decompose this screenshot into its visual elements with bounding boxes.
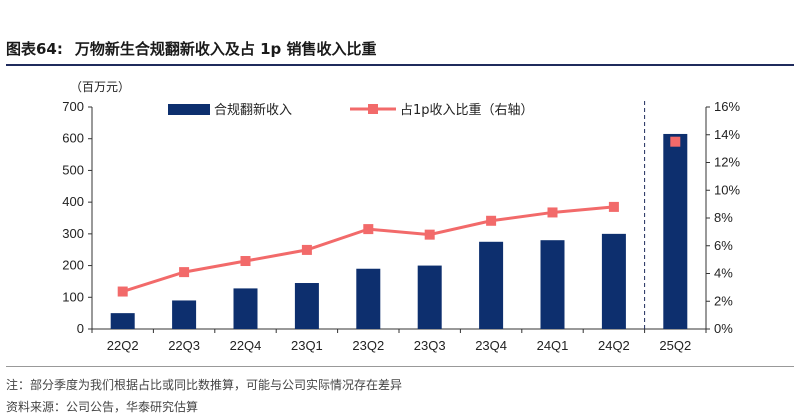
right-tick-label: 16% [714,99,740,114]
share-point-marker [240,256,251,267]
right-tick-label: 2% [714,293,733,308]
share-point-marker [670,136,681,147]
share-line-series [117,136,681,297]
legend-bar-label: 合规翻新收入 [214,102,292,118]
revenue-bar [356,268,381,329]
right-tick-label: 6% [714,238,733,253]
figure-title-row: 图表64: 万物新生合规翻新收入及占 1p 销售收入比重 [6,38,377,60]
legend-line-marker [368,104,378,114]
figure-label: 图表64: [6,40,63,58]
left-tick-label: 0 [77,321,84,336]
left-tick-label: 100 [62,289,84,304]
left-tick-label: 500 [62,162,84,177]
x-tick-label: 24Q1 [537,338,569,353]
revenue-bar [233,288,258,329]
right-tick-label: 0% [714,321,733,336]
revenue-bar [172,300,197,329]
x-tick-label: 23Q1 [291,338,323,353]
right-tick-label: 8% [714,210,733,225]
left-axis-unit-label: （百万元） [70,80,130,94]
source-note: 资料来源：公司公告，华泰研究估算 [6,400,199,414]
x-axis-ticks: 22Q2 22Q3 22Q4 23Q1 23Q2 23Q3 23Q4 24Q1 24Q2 25Q2 [91,329,707,353]
right-tick-label: 10% [714,182,740,197]
x-tick-label: 22Q2 [107,338,139,353]
figure-title: 万物新生合规翻新收入及占 1p 销售收入比重 [74,40,377,58]
footer-rule [6,366,794,367]
share-point-marker [608,201,619,212]
right-axis-ticks: 0% 2% 4% 6% 8% 10% 12% 14% 16% [706,99,740,336]
revenue-bar [663,133,688,329]
left-tick-label: 300 [62,226,84,241]
share-point-marker [424,229,435,240]
legend-line-label: 占1p收入比重（右轴） [400,102,534,118]
revenue-bar [417,265,442,329]
share-point-marker [117,286,128,297]
revenue-bar [110,313,135,329]
x-tick-label: 22Q3 [168,338,200,353]
left-tick-label: 600 [62,131,84,146]
right-tick-label: 14% [714,127,740,142]
revenue-bar [601,233,626,329]
x-tick-label: 23Q4 [475,338,507,353]
legend-bar-swatch [168,104,210,115]
left-tick-label: 700 [62,99,84,114]
chart-legend: 合规翻新收入 占1p收入比重（右轴） [168,102,534,118]
revenue-bar [540,240,565,329]
revenue-bar [294,283,319,329]
x-tick-label: 23Q2 [352,338,384,353]
left-axis-ticks: 0 100 200 300 400 500 600 700 [62,99,92,336]
footnote: 注：部分季度为我们根据占比或同比数推算，可能与公司实际情况存在差异 [6,378,403,392]
x-tick-label: 24Q2 [598,338,630,353]
share-point-marker [301,244,312,255]
right-tick-label: 12% [714,155,740,170]
share-point-marker [486,215,497,226]
x-tick-label: 25Q2 [659,338,691,353]
share-point-marker [547,207,558,218]
revenue-bar [479,241,504,329]
share-point-marker [363,224,374,235]
title-underline [6,64,794,66]
left-tick-label: 200 [62,258,84,273]
x-tick-label: 22Q4 [230,338,262,353]
revenue-bars [110,133,688,329]
left-tick-label: 400 [62,194,84,209]
x-tick-label: 23Q3 [414,338,446,353]
share-point-marker [179,267,190,278]
right-tick-label: 4% [714,266,733,281]
